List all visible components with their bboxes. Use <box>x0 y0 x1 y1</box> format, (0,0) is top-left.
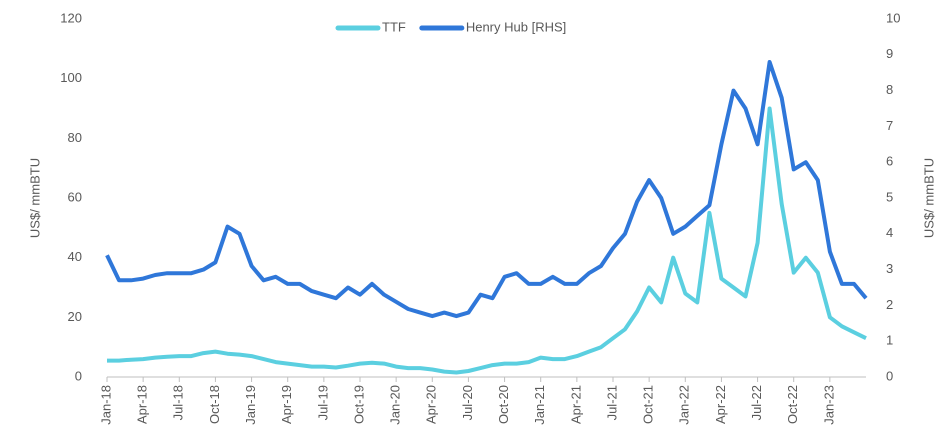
y2-tick-label: 1 <box>886 333 893 348</box>
x-tick-label: Jan-22 <box>677 385 692 425</box>
x-tick-label: Apr-19 <box>279 385 294 424</box>
x-tick-label: Oct-19 <box>351 385 366 424</box>
y-tick-label: 0 <box>75 368 82 383</box>
x-tick-label: Jul-20 <box>460 385 475 420</box>
x-tick-label: Oct-20 <box>496 385 511 424</box>
x-tick-label: Jan-20 <box>388 385 403 425</box>
y2-tick-label: 2 <box>886 297 893 312</box>
x-tick-label: Jul-22 <box>749 385 764 420</box>
y-tick-label: 120 <box>60 10 82 25</box>
y2-tick-label: 7 <box>886 118 893 133</box>
x-tick-label: Jan-21 <box>532 385 547 425</box>
y2-axis-label: US$/ mmBTU <box>921 158 936 238</box>
series-line <box>105 60 868 319</box>
x-tick-label: Apr-20 <box>424 385 439 424</box>
y2-tick-label: 3 <box>886 261 893 276</box>
x-tick-label: Jul-19 <box>315 385 330 420</box>
x-tick-label: Oct-21 <box>641 385 656 424</box>
y-tick-label: 60 <box>68 189 82 204</box>
x-tick-label: Jul-21 <box>604 385 619 420</box>
y2-tick-label: 0 <box>886 368 893 383</box>
y2-tick-label: 10 <box>886 10 900 25</box>
y-tick-label: 20 <box>68 309 82 324</box>
x-tick-label: Apr-21 <box>568 385 583 424</box>
series-line <box>107 106 867 375</box>
y2-tick-label: 5 <box>886 189 893 204</box>
y2-tick-label: 9 <box>886 46 893 61</box>
legend-label: Henry Hub [RHS] <box>466 19 566 34</box>
x-tick-label: Jan-18 <box>98 385 113 425</box>
x-tick-label: Jan-19 <box>243 385 258 425</box>
x-tick-label: Apr-22 <box>713 385 728 424</box>
x-tick-label: Oct-18 <box>207 385 222 424</box>
y-axis-label: US$/ mmBTU <box>27 158 42 238</box>
y-tick-label: 40 <box>68 249 82 264</box>
y-tick-label: 100 <box>60 70 82 85</box>
x-tick-label: Jan-23 <box>821 385 836 425</box>
y2-tick-label: 4 <box>886 225 893 240</box>
x-tick-label: Oct-22 <box>785 385 800 424</box>
legend-label: TTF <box>382 19 406 34</box>
x-tick-label: Apr-18 <box>135 385 150 424</box>
y2-tick-label: 8 <box>886 82 893 97</box>
y-tick-label: 80 <box>68 130 82 145</box>
x-tick-label: Jul-18 <box>171 385 186 420</box>
y2-tick-label: 6 <box>886 154 893 169</box>
